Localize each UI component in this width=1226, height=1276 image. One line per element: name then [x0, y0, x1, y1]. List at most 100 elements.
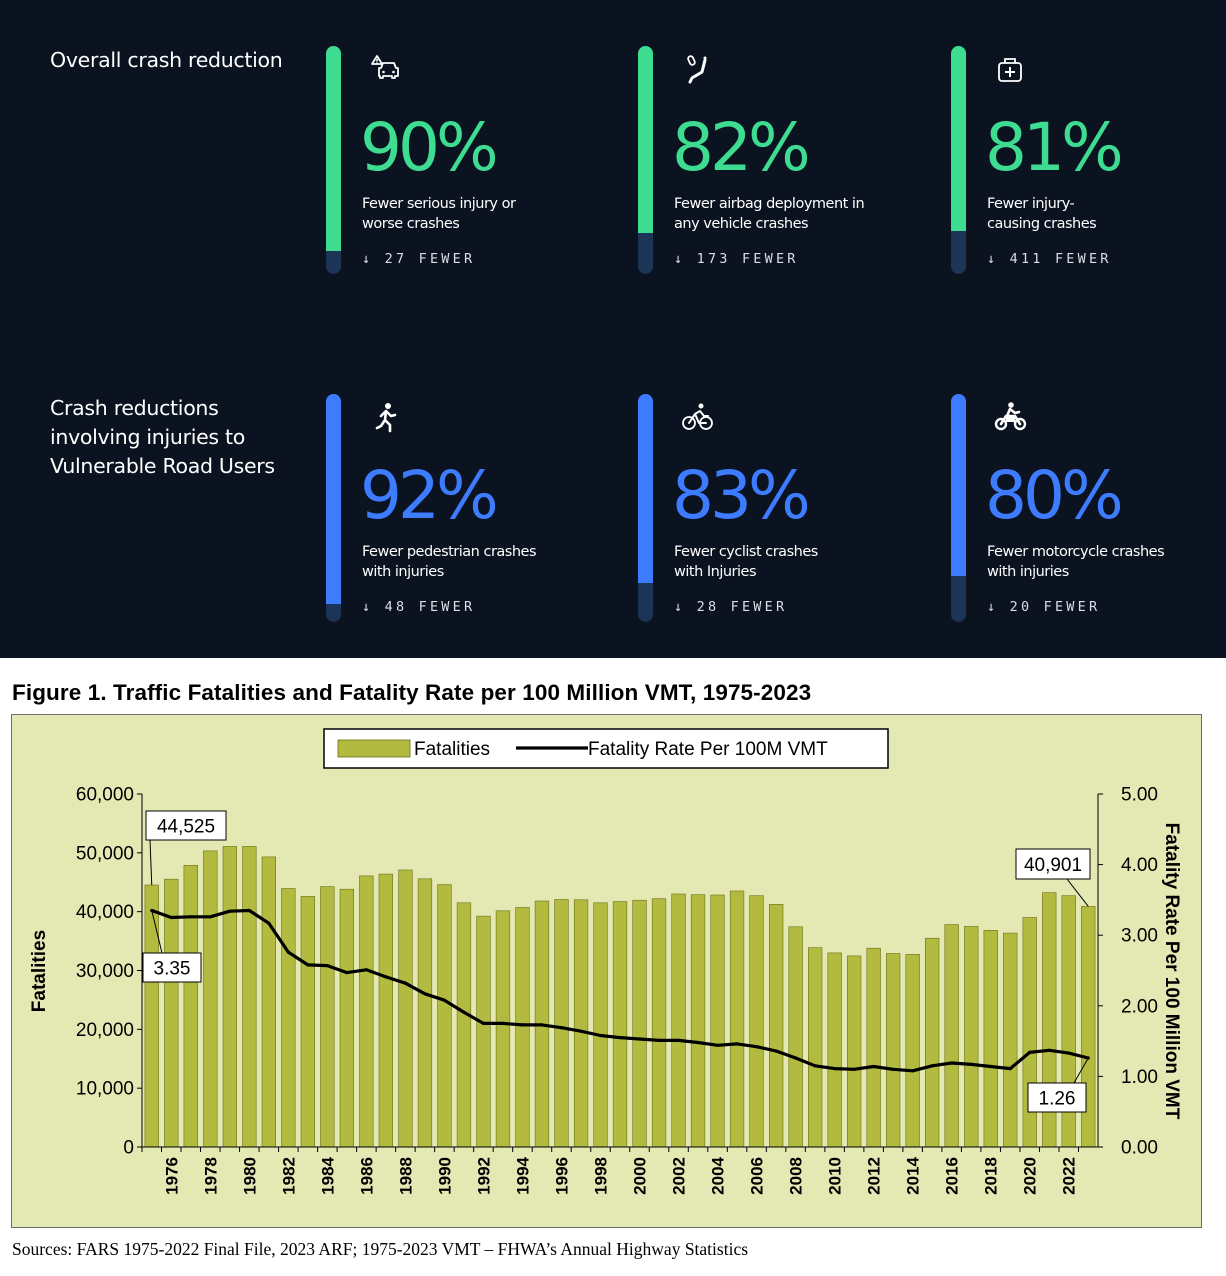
fatalities-bar [144, 884, 159, 1148]
fatalities-bar [476, 915, 491, 1148]
fatality-rate-point [833, 1067, 837, 1071]
y2-tick-label: 2.00 [1121, 996, 1158, 1017]
progress-bar [638, 394, 653, 622]
fatality-rate-point [462, 1010, 466, 1014]
fatality-rate-point [696, 1040, 700, 1045]
fatalities-bar [339, 888, 354, 1148]
fatality-rate-point [676, 1038, 681, 1042]
stat-fewer-count: ↓ 173 FEWER [674, 251, 799, 267]
x-tick-label: 1976 [162, 1157, 181, 1195]
fatalities-bar [905, 954, 920, 1148]
x-tick-label: 1996 [552, 1157, 571, 1195]
stat-description-line: worse crashes [362, 216, 460, 232]
progress-fill [326, 394, 341, 604]
y2-tick-label: 0.00 [1121, 1138, 1158, 1159]
y2-tick-label: 1.00 [1121, 1067, 1158, 1088]
fatality-rate-point [403, 981, 407, 985]
fatality-rate-point [364, 968, 368, 972]
y-tick-label: 10,000 [76, 1079, 134, 1100]
fatality-rate-point [169, 915, 173, 920]
progress-fill [638, 394, 653, 583]
fatality-rate-point [657, 1038, 661, 1042]
stat-description: Fewer motorcycle crashes with injuries [987, 542, 1217, 582]
x-tick-label: 2012 [865, 1157, 884, 1195]
fatality-rate-point [598, 1033, 603, 1038]
fatalities-bar [729, 890, 745, 1148]
section-title-vru: Crash reductions involving injuries to V… [50, 396, 275, 478]
stat-description-line: Fewer airbag deployment in [674, 196, 865, 212]
fatality-rate-point [989, 1064, 993, 1069]
x-tick-label: 2004 [709, 1156, 728, 1194]
stat-percent: 92% [360, 457, 499, 534]
fatalities-bar [495, 910, 511, 1148]
stat-description-line: with Injuries [674, 564, 757, 580]
pedestrian-icon [375, 403, 397, 433]
stat-description-line: Fewer serious injury or [362, 196, 516, 212]
stat-fewer-count: ↓ 48 FEWER [362, 599, 476, 615]
stat-description-line: any vehicle crashes [674, 216, 809, 232]
y2-tick-label: 3.00 [1121, 926, 1158, 947]
y-tick-label: 30,000 [76, 961, 134, 982]
fatality-rate-point [852, 1067, 856, 1071]
x-tick-label: 1978 [201, 1157, 220, 1195]
callout-rate-start-box [142, 952, 202, 983]
y-tick-label: 20,000 [76, 1020, 134, 1041]
y-tick-label: 50,000 [76, 843, 134, 864]
fatalities-bar [183, 865, 198, 1148]
stat-fewer-count: ↓ 20 FEWER [987, 599, 1101, 615]
stat-description-line: with injuries [987, 564, 1069, 580]
fatalities-bar [417, 878, 433, 1148]
fatalities-bar [242, 846, 257, 1148]
fatalities-bar [612, 901, 628, 1148]
fatality-rate-point [384, 975, 388, 979]
fatality-rate-point [345, 971, 349, 975]
callout-rate-end-leader [1073, 1057, 1089, 1084]
fatalities-bar [222, 846, 237, 1148]
fatalities-bar [164, 878, 179, 1148]
stat-description: Fewer pedestrian crashes with injuries [362, 542, 592, 582]
fatality-rate-point [930, 1064, 934, 1068]
stat-description-line: causing crashes [987, 216, 1097, 232]
fatality-rate-point [189, 915, 193, 919]
x-tick-label: 1986 [357, 1157, 376, 1195]
stat-description: Fewer injury-causing crashes [987, 194, 1217, 234]
callout-fatalities-end-leader [1066, 878, 1089, 907]
fatalities-bar [710, 894, 725, 1148]
figure-title: Figure 1. Traffic Fatalities and Fatalit… [12, 680, 812, 705]
fatalities-bar [807, 947, 823, 1148]
fatality-rate-point [267, 921, 271, 925]
callout-rate-end-label: 1.26 [1039, 1089, 1076, 1110]
progress-fill [951, 394, 966, 576]
callout-fatalities-end-label: 40,901 [1024, 855, 1082, 876]
legend-box [323, 728, 889, 769]
x-tick-label: 2014 [904, 1156, 923, 1194]
callout-rate-start-label: 3.35 [154, 959, 191, 980]
callout-rate-start-leader [151, 910, 163, 954]
fatalities-bar [554, 899, 569, 1148]
callout-rate-end-box [1027, 1082, 1087, 1113]
fatalities-bar [281, 888, 296, 1148]
fatality-rate-point [637, 1037, 642, 1041]
fatalities-bar [690, 894, 706, 1148]
fatalities-bar [320, 886, 335, 1148]
fatality-rate-point [1008, 1067, 1012, 1071]
fatality-rate-point [891, 1067, 895, 1071]
x-tick-label: 1980 [240, 1157, 259, 1195]
x-tick-label: 1994 [513, 1156, 532, 1194]
fatalities-bar [456, 902, 472, 1148]
x-tick-label: 1988 [396, 1157, 415, 1195]
stat-card: 82% Fewer airbag deployment in any vehicle… [638, 46, 938, 276]
fatalities-bar [983, 930, 998, 1148]
stat-description-line: Fewer pedestrian crashes [362, 544, 537, 560]
fatality-rate-point [481, 1021, 485, 1025]
x-tick-label: 1992 [474, 1157, 493, 1195]
progress-bar [951, 394, 966, 622]
x-tick-label: 2008 [787, 1157, 806, 1195]
progress-bar [326, 394, 341, 622]
callout-fatalities-start-label: 44,525 [157, 817, 215, 838]
fatality-rate-point [520, 1023, 524, 1027]
stat-description-line: Fewer cyclist crashes [674, 544, 818, 560]
y2-axis-title: Fatality Rate Per 100 Million VMT [1161, 823, 1182, 1120]
fatality-rate-point [208, 915, 212, 919]
fatalities-bar [593, 902, 608, 1148]
